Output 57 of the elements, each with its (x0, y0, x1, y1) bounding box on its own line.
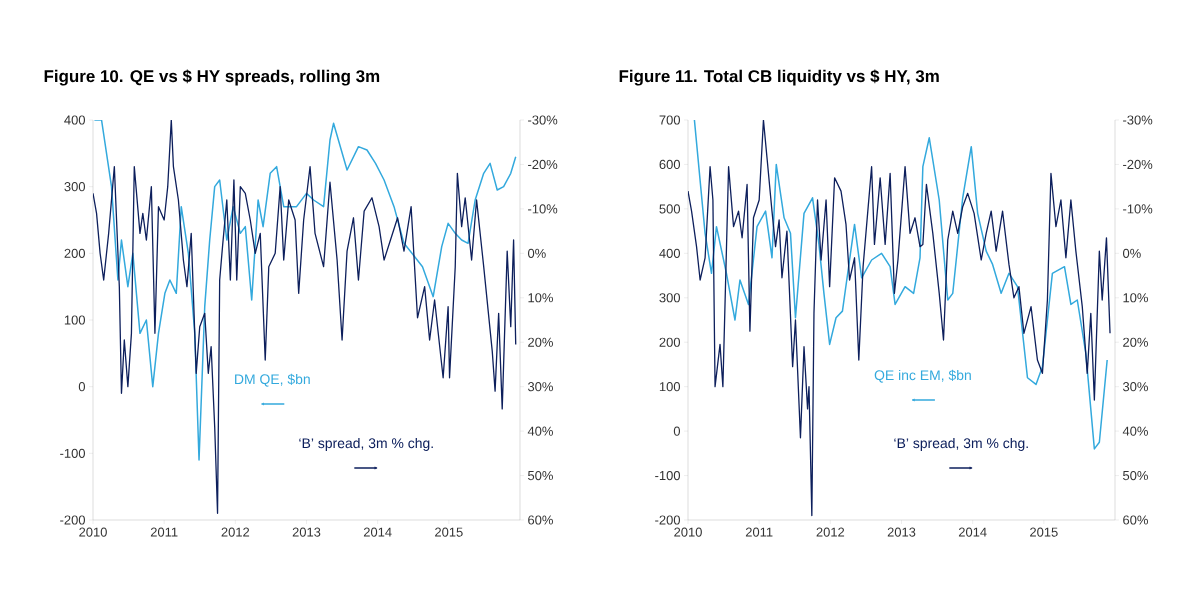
y2-tick-label: 40% (1122, 426, 1148, 436)
y2-tick-label: 50% (528, 470, 553, 481)
y2-tick-label: 0% (527, 248, 546, 258)
y-tick-label: 0 (673, 426, 681, 436)
line-series (693, 120, 1108, 450)
y2-tick-label: 20% (1123, 337, 1148, 347)
y2-tick-label: 50% (1123, 470, 1148, 481)
y-tick-label: 500 (659, 204, 681, 214)
y-tick-label: 200 (64, 248, 86, 258)
x-tick-label: 2015 (435, 527, 463, 537)
x-tick-label: 2014 (363, 527, 392, 537)
y-tick-label: 400 (659, 248, 681, 258)
x-tick-label: 2012 (221, 527, 250, 537)
y2-tick-label: -30% (528, 115, 558, 125)
y2-tick-label: 20% (528, 337, 553, 347)
x-tick-label: 2013 (887, 527, 916, 537)
y2-tick-label: 30% (1123, 382, 1148, 392)
x-tick-label: 2011 (745, 527, 773, 537)
y-tick-label: 700 (659, 115, 681, 125)
y-tick-label: -200 (60, 515, 85, 525)
y-tick-label: 600 (659, 159, 681, 170)
y2-tick-label: 0% (1123, 248, 1141, 258)
x-tick-label: 2015 (1030, 527, 1058, 537)
x-tick-label: 2010 (79, 527, 107, 537)
line-series (688, 120, 1111, 517)
y2-tick-label: -20% (528, 159, 558, 170)
y-tick-label: 0 (78, 382, 86, 392)
text: DM QE, $bn (235, 373, 310, 387)
x-tick-label: 2014 (958, 527, 987, 537)
y2-tick-label: 40% (527, 426, 553, 436)
y2-tick-label: 10% (1123, 293, 1148, 303)
x-tick-label: 2010 (674, 527, 702, 537)
chart-title: Figure 11. Total CB liquidity vs $ HY, 3m (619, 69, 939, 86)
y2-tick-label: -10% (1123, 204, 1153, 214)
y-tick-label: 400 (64, 115, 86, 125)
chart-title: Figure 10. QE vs $ HY spreads, rolling 3m (44, 69, 380, 86)
text: ‘B’ spread, 3m % chg. (299, 437, 433, 451)
y2-tick-label: 60% (528, 515, 553, 525)
y2-tick-label: 60% (1123, 515, 1148, 525)
y-tick-label: 300 (659, 293, 681, 303)
y-tick-label: 100 (64, 315, 86, 325)
y2-tick-label: 10% (528, 293, 553, 303)
x-tick-label: 2013 (292, 527, 321, 537)
y-tick-label: -100 (60, 448, 85, 458)
text: ‘B’ spread, 3m % chg. (894, 437, 1028, 451)
x-tick-label: 2011 (150, 527, 178, 537)
text: QE inc EM, $bn (874, 369, 971, 383)
y-tick-label: -100 (655, 470, 681, 481)
y-tick-label: 200 (659, 337, 681, 347)
y2-tick-label: -20% (1123, 159, 1153, 170)
y2-tick-label: -10% (528, 204, 558, 214)
y-tick-label: 100 (659, 382, 681, 392)
y-tick-label: -200 (655, 515, 681, 525)
y2-tick-label: 30% (527, 382, 553, 392)
y2-tick-label: -30% (1123, 115, 1153, 125)
x-tick-label: 2012 (816, 527, 845, 537)
y-tick-label: 300 (64, 182, 86, 192)
